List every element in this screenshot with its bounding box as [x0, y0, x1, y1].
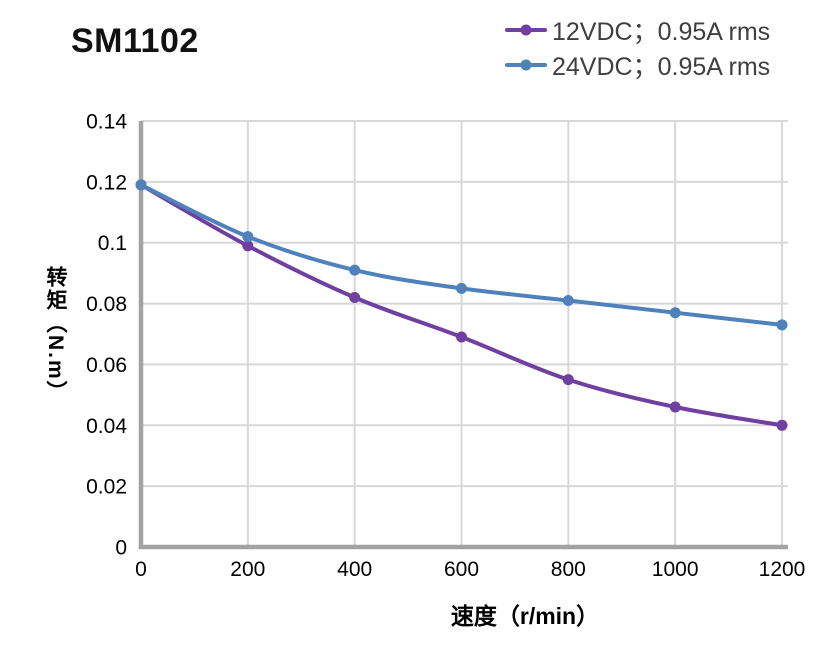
- series-marker-12vdc: [349, 292, 361, 303]
- series-marker-12vdc: [456, 331, 467, 343]
- series-marker-24vdc: [776, 319, 788, 331]
- series-marker-24vdc: [242, 231, 254, 243]
- y-tick-label: 0.08: [86, 293, 127, 316]
- y-tick-label: 0.02: [86, 476, 127, 499]
- y-axis-title: 转矩（N.m）: [44, 266, 67, 404]
- y-tick-label: 0.04: [86, 415, 127, 438]
- x-tick-label: 1200: [759, 558, 806, 581]
- series-marker-24vdc: [135, 179, 147, 191]
- y-tick-label: 0: [115, 537, 127, 560]
- x-tick-label: 0: [135, 558, 147, 581]
- legend-label-12vdc: 12VDC；0.95A rms: [552, 17, 771, 46]
- x-tick-label: 1000: [652, 558, 699, 581]
- chart-title: SM1102: [71, 22, 199, 60]
- legend-marker-12vdc-icon: [505, 24, 547, 35]
- series-marker-12vdc: [669, 401, 681, 413]
- legend: 12VDC；0.95A rms 24VDC；0.95A rms: [505, 13, 770, 81]
- legend-item-24vdc: 24VDC；0.95A rms: [505, 48, 770, 81]
- legend-label-24vdc: 24VDC；0.95A rms: [552, 52, 771, 81]
- series-marker-12vdc: [242, 240, 254, 252]
- x-tick-label: 800: [551, 558, 586, 581]
- x-tick-label: 200: [230, 558, 265, 581]
- y-tick-label: 0.06: [86, 354, 127, 377]
- series-marker-24vdc: [669, 307, 681, 319]
- series-marker-24vdc: [456, 282, 467, 294]
- legend-item-12vdc: 12VDC；0.95A rms: [505, 13, 770, 46]
- series-marker-24vdc: [562, 295, 574, 306]
- series-marker-12vdc: [562, 374, 574, 386]
- legend-marker-24vdc-icon: [505, 59, 547, 70]
- x-tick-label: 400: [337, 558, 372, 581]
- y-tick-label: 0.14: [86, 111, 127, 134]
- y-tick-label: 0.1: [98, 232, 127, 255]
- x-tick-label: 600: [444, 558, 479, 581]
- x-axis-title: 速度（r/min）: [450, 603, 600, 629]
- series-marker-24vdc: [349, 264, 361, 276]
- y-tick-label: 0.12: [86, 171, 127, 194]
- series-marker-12vdc: [776, 419, 788, 431]
